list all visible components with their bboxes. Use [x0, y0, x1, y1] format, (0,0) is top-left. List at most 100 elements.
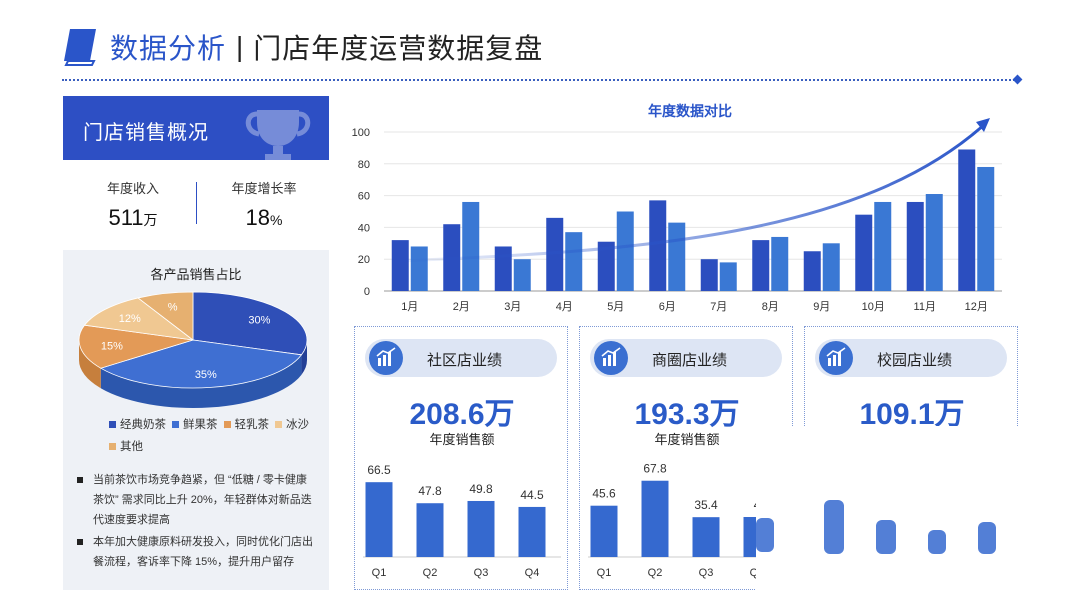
- trend-arrow-head: [976, 118, 990, 132]
- quarter-bar: [416, 503, 444, 557]
- quarter-label: Q1: [597, 567, 612, 579]
- card-value: 193.3万: [634, 398, 740, 431]
- bar: [546, 217, 564, 291]
- bar: [391, 240, 409, 291]
- pie-slice-side: [100, 354, 302, 408]
- quarter-label: Q3: [699, 567, 714, 579]
- header-divider: [62, 79, 1018, 81]
- blurred-bar: [928, 530, 946, 554]
- bar: [752, 240, 770, 291]
- chart-icon: [369, 341, 403, 375]
- quarter-label: Q1: [372, 567, 387, 579]
- pie-slice-label: 30%: [248, 315, 270, 327]
- quarter-label: Q2: [423, 567, 438, 579]
- trophy-icon: [245, 110, 311, 160]
- quarter-bar: [692, 517, 720, 557]
- bar: [462, 201, 480, 291]
- legend-item: 其他: [109, 438, 143, 454]
- y-tick-label: 60: [358, 191, 370, 203]
- card-value: 109.1万: [859, 398, 965, 431]
- legend-item: 冰沙: [275, 416, 309, 432]
- annual-revenue-metric: 年度收入 511万: [83, 178, 183, 231]
- x-tick-label: 10月: [862, 301, 885, 313]
- bar: [494, 246, 512, 291]
- bar: [668, 222, 686, 291]
- card-label: 校园店业绩: [877, 352, 953, 369]
- x-tick-label: 3月: [504, 301, 521, 313]
- page-title: 数据分析: [110, 33, 227, 64]
- x-tick-label: 8月: [762, 301, 779, 313]
- bar: [565, 232, 583, 291]
- metric-value: 18%: [245, 205, 283, 230]
- blurred-bar: [756, 518, 774, 552]
- quarter-bar: [590, 505, 618, 557]
- bar: [616, 211, 634, 291]
- y-tick-label: 80: [358, 159, 370, 171]
- pie-legend: 经典奶茶 鲜果茶 轻乳茶 冰沙其他: [109, 416, 329, 460]
- store-sales-overview-panel: 门店销售概况 年度收入 511万 年度增长率 18% 各产品销售占比 30% 35…: [63, 96, 329, 590]
- card-label: 社区店业绩: [427, 352, 503, 369]
- note-item: 本年加大健康原料研发投入，同时优化门店出餐流程，客诉率下降 15%，提升用户留存: [77, 532, 317, 572]
- blurred-bar: [824, 500, 844, 554]
- legend-item: 经典奶茶: [109, 416, 166, 432]
- x-tick-label: 6月: [659, 301, 676, 313]
- blank-overlay: [756, 426, 1080, 608]
- legend-label: 冰沙: [286, 419, 309, 431]
- bar: [822, 243, 840, 291]
- pie-slice-side: [301, 340, 307, 375]
- pie-slice: [137, 291, 194, 341]
- card-value: 208.6万: [409, 398, 515, 431]
- header-divider-dot: [1012, 74, 1023, 85]
- card-subtitle: 年度销售额: [429, 432, 495, 447]
- quarter-value-label: 67.8: [643, 462, 667, 476]
- bar: [719, 262, 737, 291]
- x-tick-label: 4月: [556, 301, 573, 313]
- legend-item: 鲜果茶: [172, 416, 218, 432]
- chart-title: 年度数据对比: [648, 103, 732, 119]
- legend-swatch: [275, 420, 282, 428]
- product-share-pie-chart: 30% 35% 15% 12%%: [78, 291, 308, 408]
- card-label: 商圈店业绩: [652, 352, 728, 369]
- quarter-value-label: 49.8: [469, 482, 493, 496]
- card-subtitle: 年度销售额: [654, 432, 720, 447]
- pie-slice: [192, 291, 308, 356]
- community-quarterly-chart: 66.5 Q1 47.8 Q2 49.8 Q3 44.5 Q4: [363, 463, 561, 579]
- blurred-bar: [978, 522, 996, 554]
- quarter-bar: [365, 482, 393, 557]
- quarter-value-label: 66.5: [367, 463, 391, 477]
- annual-comparison-bar-chart: 年度数据对比 0 20 40 60 80 100 1月 2月 3月 4月 5月 6月 7月 8月 9月 10月 1…: [352, 103, 1002, 313]
- blurred-bars: [756, 500, 996, 554]
- legend-item: 轻乳茶: [223, 416, 270, 432]
- legend-label: 轻乳茶: [234, 419, 270, 431]
- pie-slice: [83, 297, 195, 341]
- book-icon: [64, 29, 96, 66]
- page-subtitle: 门店年度运营数据复盘: [253, 33, 544, 64]
- x-tick-label: 12月: [965, 301, 988, 313]
- card-header: 社区店业绩: [365, 339, 557, 377]
- quarter-bar: [467, 500, 495, 557]
- x-tick-label: 1月: [401, 301, 418, 313]
- quarter-label: Q4: [525, 567, 540, 579]
- bar: [649, 200, 667, 291]
- chart-icon: [819, 341, 853, 375]
- bar: [513, 259, 531, 291]
- x-tick-label: 5月: [607, 301, 624, 313]
- blurred-bar: [876, 520, 896, 554]
- pie-slice-label: 35%: [195, 369, 217, 381]
- page-header: 数据分析 | 门店年度运营数据复盘: [62, 24, 543, 70]
- panel-title: 门店销售概况: [83, 122, 209, 144]
- bar: [874, 201, 892, 291]
- bullet-icon: [77, 539, 83, 545]
- card-header: 校园店业绩: [815, 339, 1007, 377]
- quarter-bar: [518, 506, 546, 557]
- pie-slice-label: 12%: [119, 313, 141, 325]
- pie-slice: [99, 339, 303, 389]
- legend-label: 鲜果茶: [183, 419, 218, 431]
- card-header: 商圈店业绩: [590, 339, 782, 377]
- y-tick-label: 0: [364, 286, 370, 298]
- annual-growth-metric: 年度增长率 18%: [209, 178, 319, 231]
- quarter-value-label: 47.8: [418, 484, 442, 498]
- x-tick-label: 9月: [813, 301, 830, 313]
- legend-label: 经典奶茶: [120, 419, 166, 431]
- metric-unit: %: [270, 212, 283, 228]
